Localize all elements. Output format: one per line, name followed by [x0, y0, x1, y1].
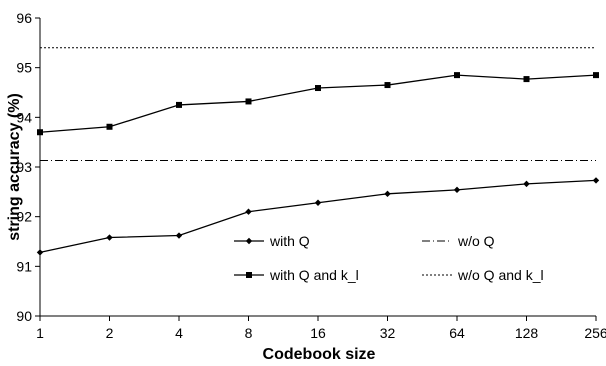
y-tick-label: 90 [16, 308, 32, 324]
x-tick-label: 16 [310, 325, 326, 341]
x-tick-label: 2 [106, 325, 114, 341]
data-point [37, 129, 43, 136]
x-tick-label: 8 [245, 325, 253, 341]
data-point [245, 98, 252, 105]
y-tick-label: 93 [16, 159, 32, 175]
legend-label: w/o Q [457, 233, 495, 249]
legend-label: with Q and k_l [269, 267, 359, 283]
y-tick-label: 91 [16, 258, 32, 274]
y-tick-label: 95 [16, 60, 32, 76]
data-point [523, 180, 530, 188]
data-point [175, 232, 183, 239]
data-point [245, 208, 252, 215]
data-point [36, 249, 44, 256]
legend-label: with Q [269, 233, 310, 249]
legend: with Q w/o Q with Q and k_l w/o Q and k_l [234, 233, 544, 283]
x-tick-label: 1 [36, 325, 44, 341]
data-point [106, 234, 113, 241]
x-tick-label: 64 [449, 325, 465, 341]
data-point [593, 72, 599, 79]
reference-lines [40, 47, 596, 162]
x-tick-label: 256 [584, 325, 606, 341]
x-tick-label: 4 [175, 325, 183, 341]
data-point [523, 76, 530, 83]
y-axis-title: string accuracy (%) [6, 93, 23, 241]
data-point [384, 82, 391, 89]
y-tick-label: 96 [16, 10, 32, 26]
data-point [384, 190, 391, 198]
y-tick-label: 94 [16, 109, 32, 125]
x-tick-label: 128 [515, 325, 539, 341]
series-line-1 [39, 74, 597, 133]
data-point [453, 186, 461, 194]
data-point [106, 123, 113, 130]
data-point [314, 199, 322, 206]
tick-labels: 90 91 92 93 94 95 96 1 2 4 8 16 32 64 128 256 [16, 10, 606, 341]
legend-label: w/o Q and k_l [457, 267, 544, 283]
axes [35, 17, 597, 321]
data-point [592, 177, 600, 184]
y-tick-label: 92 [16, 209, 32, 225]
x-tick-label: 32 [380, 325, 396, 341]
series-line-0 [39, 179, 597, 254]
x-axis-title: Codebook size [263, 346, 376, 363]
data-point [315, 85, 321, 92]
data-point [176, 101, 182, 108]
legend-marker [246, 272, 252, 278]
data-point [454, 72, 460, 79]
series-group [36, 72, 600, 256]
legend-marker [245, 237, 253, 245]
